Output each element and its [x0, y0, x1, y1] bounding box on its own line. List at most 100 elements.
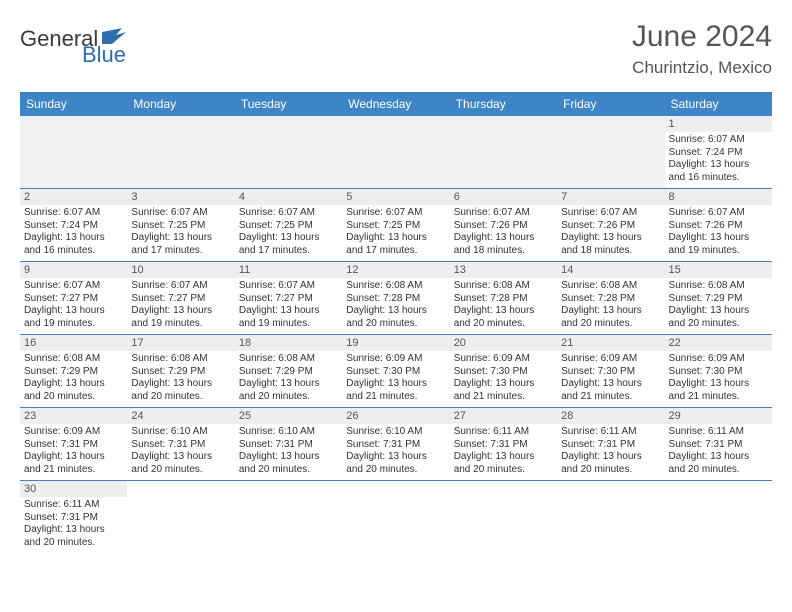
day-details: Sunrise: 6:08 AMSunset: 7:29 PMDaylight:… [235, 351, 342, 407]
day-number: 15 [665, 262, 772, 278]
day-details: Sunrise: 6:09 AMSunset: 7:30 PMDaylight:… [665, 351, 772, 407]
calendar-table: Sunday Monday Tuesday Wednesday Thursday… [20, 92, 772, 553]
day-detail-line: Sunset: 7:29 PM [24, 366, 123, 379]
day-details: Sunrise: 6:10 AMSunset: 7:31 PMDaylight:… [127, 424, 234, 480]
calendar-cell: 11Sunrise: 6:07 AMSunset: 7:27 PMDayligh… [235, 262, 342, 335]
calendar-cell: 26Sunrise: 6:10 AMSunset: 7:31 PMDayligh… [342, 408, 449, 481]
day-details: Sunrise: 6:10 AMSunset: 7:31 PMDaylight:… [235, 424, 342, 480]
day-detail-line: Sunset: 7:28 PM [454, 293, 553, 306]
day-number: 10 [127, 262, 234, 278]
day-details: Sunrise: 6:09 AMSunset: 7:30 PMDaylight:… [557, 351, 664, 407]
day-detail-line: Daylight: 13 hours [131, 451, 230, 464]
day-number: 19 [342, 335, 449, 351]
day-detail-line: and 20 minutes. [454, 318, 553, 331]
day-number: 30 [20, 481, 127, 497]
day-detail-line: Sunset: 7:31 PM [24, 439, 123, 452]
calendar-week-row: 23Sunrise: 6:09 AMSunset: 7:31 PMDayligh… [20, 408, 772, 481]
day-details: Sunrise: 6:11 AMSunset: 7:31 PMDaylight:… [665, 424, 772, 480]
calendar-cell: 1Sunrise: 6:07 AMSunset: 7:24 PMDaylight… [665, 116, 772, 189]
calendar-cell: 3Sunrise: 6:07 AMSunset: 7:25 PMDaylight… [127, 189, 234, 262]
day-detail-line: Sunset: 7:29 PM [239, 366, 338, 379]
day-detail-line: Daylight: 13 hours [669, 378, 768, 391]
day-number: 25 [235, 408, 342, 424]
day-number: 27 [450, 408, 557, 424]
day-detail-line: and 16 minutes. [24, 245, 123, 258]
day-detail-line: Daylight: 13 hours [24, 524, 123, 537]
day-detail-line: and 20 minutes. [454, 464, 553, 477]
day-detail-line: Sunrise: 6:07 AM [561, 207, 660, 220]
day-detail-line: Daylight: 13 hours [131, 232, 230, 245]
day-detail-line: Daylight: 13 hours [561, 305, 660, 318]
calendar-cell: 25Sunrise: 6:10 AMSunset: 7:31 PMDayligh… [235, 408, 342, 481]
day-detail-line: Daylight: 13 hours [669, 451, 768, 464]
day-detail-line: Sunset: 7:30 PM [454, 366, 553, 379]
day-detail-line: Daylight: 13 hours [24, 232, 123, 245]
day-number: 16 [20, 335, 127, 351]
day-detail-line: Sunset: 7:30 PM [669, 366, 768, 379]
day-details: Sunrise: 6:08 AMSunset: 7:28 PMDaylight:… [342, 278, 449, 334]
logo-word2: Blue [82, 42, 126, 68]
day-detail-line: Daylight: 13 hours [346, 305, 445, 318]
day-detail-line: Daylight: 13 hours [561, 232, 660, 245]
day-details: Sunrise: 6:07 AMSunset: 7:26 PMDaylight:… [557, 205, 664, 261]
day-detail-line: and 20 minutes. [669, 318, 768, 331]
title-block: June 2024 Churintzio, Mexico [632, 20, 772, 78]
day-detail-line: and 21 minutes. [454, 391, 553, 404]
day-details: Sunrise: 6:07 AMSunset: 7:27 PMDaylight:… [235, 278, 342, 334]
day-detail-line: Daylight: 13 hours [239, 305, 338, 318]
calendar-cell: 17Sunrise: 6:08 AMSunset: 7:29 PMDayligh… [127, 335, 234, 408]
day-detail-line: Sunset: 7:26 PM [669, 220, 768, 233]
day-detail-line: Daylight: 13 hours [561, 378, 660, 391]
day-detail-line: Sunrise: 6:11 AM [669, 426, 768, 439]
day-detail-line: Sunrise: 6:09 AM [561, 353, 660, 366]
day-number: 23 [20, 408, 127, 424]
calendar-cell: 27Sunrise: 6:11 AMSunset: 7:31 PMDayligh… [450, 408, 557, 481]
day-detail-line: and 21 minutes. [561, 391, 660, 404]
day-number: 11 [235, 262, 342, 278]
day-detail-line: Sunrise: 6:08 AM [131, 353, 230, 366]
day-number: 6 [450, 189, 557, 205]
day-detail-line: Sunrise: 6:07 AM [131, 280, 230, 293]
calendar-cell: 23Sunrise: 6:09 AMSunset: 7:31 PMDayligh… [20, 408, 127, 481]
day-detail-line: and 21 minutes. [24, 464, 123, 477]
calendar-cell [235, 481, 342, 554]
day-detail-line: Sunset: 7:25 PM [346, 220, 445, 233]
day-detail-line: Sunset: 7:26 PM [561, 220, 660, 233]
calendar-cell: 2Sunrise: 6:07 AMSunset: 7:24 PMDaylight… [20, 189, 127, 262]
day-detail-line: Daylight: 13 hours [131, 378, 230, 391]
day-detail-line: and 18 minutes. [454, 245, 553, 258]
day-detail-line: Sunset: 7:29 PM [131, 366, 230, 379]
title-month: June 2024 [632, 20, 772, 54]
calendar-cell: 13Sunrise: 6:08 AMSunset: 7:28 PMDayligh… [450, 262, 557, 335]
day-detail-line: Sunset: 7:31 PM [561, 439, 660, 452]
day-detail-line: Sunset: 7:31 PM [239, 439, 338, 452]
calendar-cell [557, 116, 664, 189]
day-number: 21 [557, 335, 664, 351]
day-detail-line: and 20 minutes. [131, 464, 230, 477]
day-detail-line: and 17 minutes. [131, 245, 230, 258]
day-detail-line: Sunrise: 6:09 AM [24, 426, 123, 439]
day-detail-line: Daylight: 13 hours [346, 378, 445, 391]
day-detail-line: and 20 minutes. [131, 391, 230, 404]
day-detail-line: and 20 minutes. [239, 464, 338, 477]
calendar-week-row: 1Sunrise: 6:07 AMSunset: 7:24 PMDaylight… [20, 116, 772, 189]
day-detail-line: Daylight: 13 hours [239, 451, 338, 464]
calendar-cell [342, 481, 449, 554]
day-detail-line: Sunrise: 6:08 AM [24, 353, 123, 366]
day-detail-line: and 20 minutes. [24, 537, 123, 550]
calendar-week-row: 2Sunrise: 6:07 AMSunset: 7:24 PMDaylight… [20, 189, 772, 262]
calendar-cell: 7Sunrise: 6:07 AMSunset: 7:26 PMDaylight… [557, 189, 664, 262]
day-detail-line: Sunset: 7:29 PM [669, 293, 768, 306]
day-detail-line: Sunset: 7:31 PM [669, 439, 768, 452]
calendar-week-row: 9Sunrise: 6:07 AMSunset: 7:27 PMDaylight… [20, 262, 772, 335]
day-detail-line: Daylight: 13 hours [561, 451, 660, 464]
day-detail-line: Sunset: 7:30 PM [346, 366, 445, 379]
day-number: 7 [557, 189, 664, 205]
calendar-cell: 9Sunrise: 6:07 AMSunset: 7:27 PMDaylight… [20, 262, 127, 335]
day-detail-line: and 21 minutes. [669, 391, 768, 404]
day-detail-line: and 19 minutes. [24, 318, 123, 331]
day-detail-line: Sunrise: 6:11 AM [561, 426, 660, 439]
day-details: Sunrise: 6:07 AMSunset: 7:27 PMDaylight:… [20, 278, 127, 334]
day-details: Sunrise: 6:08 AMSunset: 7:29 PMDaylight:… [127, 351, 234, 407]
day-detail-line: Sunset: 7:25 PM [131, 220, 230, 233]
